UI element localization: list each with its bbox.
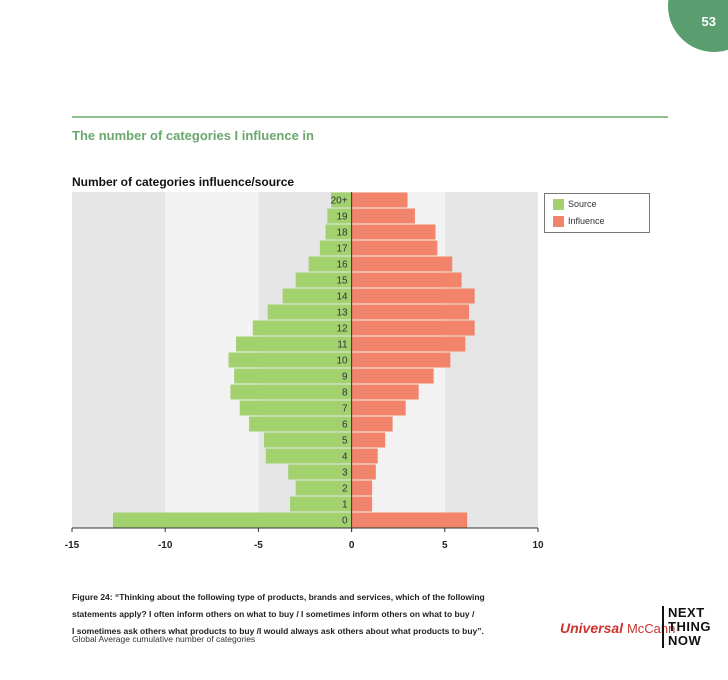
- x-tick-label: -5: [254, 540, 263, 551]
- category-label-14: 14: [336, 292, 348, 303]
- category-label-6: 6: [342, 420, 348, 431]
- bar-influence-2: [351, 480, 373, 496]
- caption-note: Global Average cumulative number of cate…: [72, 634, 256, 644]
- bar-influence-11: [351, 336, 466, 352]
- bar-source-2: [295, 480, 352, 496]
- bar-source-17: [319, 240, 352, 256]
- category-label-4: 4: [342, 452, 348, 463]
- ntn-word-2: THING: [668, 619, 711, 634]
- legend-swatch-influence: [553, 215, 564, 227]
- logo-universal-text: Universal: [560, 620, 624, 636]
- legend-item-influence: Influence: [553, 215, 605, 227]
- bar-influence-6: [351, 416, 393, 432]
- bar-influence-20+: [351, 192, 408, 208]
- bar-influence-4: [351, 448, 378, 464]
- x-tick-label: 10: [532, 540, 544, 551]
- category-label-11: 11: [337, 340, 348, 351]
- bar-source-19: [327, 208, 352, 224]
- category-label-17: 17: [336, 244, 348, 255]
- bar-influence-1: [351, 496, 373, 512]
- bar-source-13: [267, 304, 352, 320]
- category-label-20+: 20+: [331, 196, 348, 207]
- bar-influence-15: [351, 272, 462, 288]
- bar-source-6: [249, 416, 352, 432]
- category-label-10: 10: [336, 356, 348, 367]
- bar-source-20+: [331, 192, 352, 208]
- category-label-15: 15: [336, 276, 348, 287]
- category-label-8: 8: [342, 388, 348, 399]
- category-label-16: 16: [336, 260, 348, 271]
- bar-influence-5: [351, 432, 386, 448]
- figure-caption: Figure 24: “Thinking about the following…: [72, 589, 542, 640]
- bar-source-16: [308, 256, 352, 272]
- x-tick-label: 0: [349, 540, 355, 551]
- chart-band: [444, 192, 538, 528]
- bar-source-15: [295, 272, 352, 288]
- bar-influence-13: [351, 304, 470, 320]
- bar-source-10: [228, 352, 352, 368]
- bar-influence-17: [351, 240, 438, 256]
- category-label-3: 3: [342, 468, 348, 479]
- page-number: 53: [701, 14, 716, 29]
- x-tick-label: -10: [158, 540, 173, 551]
- universal-mccann-logo: Universal McCann: [560, 620, 675, 636]
- bar-source-4: [265, 448, 352, 464]
- category-label-12: 12: [336, 324, 348, 335]
- bar-source-5: [263, 432, 352, 448]
- category-label-18: 18: [336, 228, 348, 239]
- bar-source-11: [236, 336, 352, 352]
- category-label-7: 7: [342, 404, 348, 415]
- bar-influence-3: [351, 464, 376, 480]
- ntn-logo-bar: [662, 606, 664, 648]
- bar-influence-10: [351, 352, 451, 368]
- x-tick-label: 5: [442, 540, 448, 551]
- bar-influence-0: [351, 512, 468, 528]
- title-rule: [72, 116, 668, 118]
- ntn-word-1: NEXT: [668, 605, 705, 620]
- bar-influence-18: [351, 224, 436, 240]
- category-label-0: 0: [342, 516, 348, 527]
- chart-legend: Source Influence: [544, 193, 650, 233]
- category-label-19: 19: [336, 212, 348, 223]
- legend-label-influence: Influence: [568, 216, 605, 226]
- category-label-2: 2: [342, 484, 348, 495]
- section-title: The number of categories I influence in: [72, 128, 314, 143]
- category-label-13: 13: [336, 308, 348, 319]
- category-label-9: 9: [342, 372, 348, 383]
- bar-influence-14: [351, 288, 475, 304]
- caption-line-2: statements apply? I often inform others …: [72, 609, 475, 619]
- bar-influence-19: [351, 208, 415, 224]
- bar-influence-9: [351, 368, 434, 384]
- x-tick-label: -15: [65, 540, 80, 551]
- bar-source-18: [325, 224, 352, 240]
- chart-title: Number of categories influence/source: [72, 175, 295, 189]
- bar-influence-8: [351, 384, 419, 400]
- bar-source-12: [252, 320, 352, 336]
- legend-swatch-source: [553, 198, 564, 210]
- bar-source-8: [230, 384, 352, 400]
- bar-source-0: [113, 512, 352, 528]
- bar-source-7: [239, 400, 352, 416]
- bar-influence-12: [351, 320, 475, 336]
- legend-label-source: Source: [568, 199, 597, 209]
- legend-item-source: Source: [553, 198, 597, 210]
- category-label-5: 5: [342, 436, 348, 447]
- ntn-word-3: NOW: [668, 633, 702, 648]
- next-thing-now-logo: NEXT THING NOW: [668, 606, 711, 648]
- bar-source-14: [282, 288, 352, 304]
- caption-line-3: I sometimes ask others what products to …: [72, 626, 484, 636]
- bar-source-3: [288, 464, 352, 480]
- caption-line-1: Figure 24: “Thinking about the following…: [72, 592, 485, 602]
- chart-band: [72, 192, 166, 528]
- bar-influence-16: [351, 256, 453, 272]
- bar-source-1: [290, 496, 352, 512]
- category-label-1: 1: [342, 500, 348, 511]
- bar-influence-7: [351, 400, 406, 416]
- bar-source-9: [234, 368, 352, 384]
